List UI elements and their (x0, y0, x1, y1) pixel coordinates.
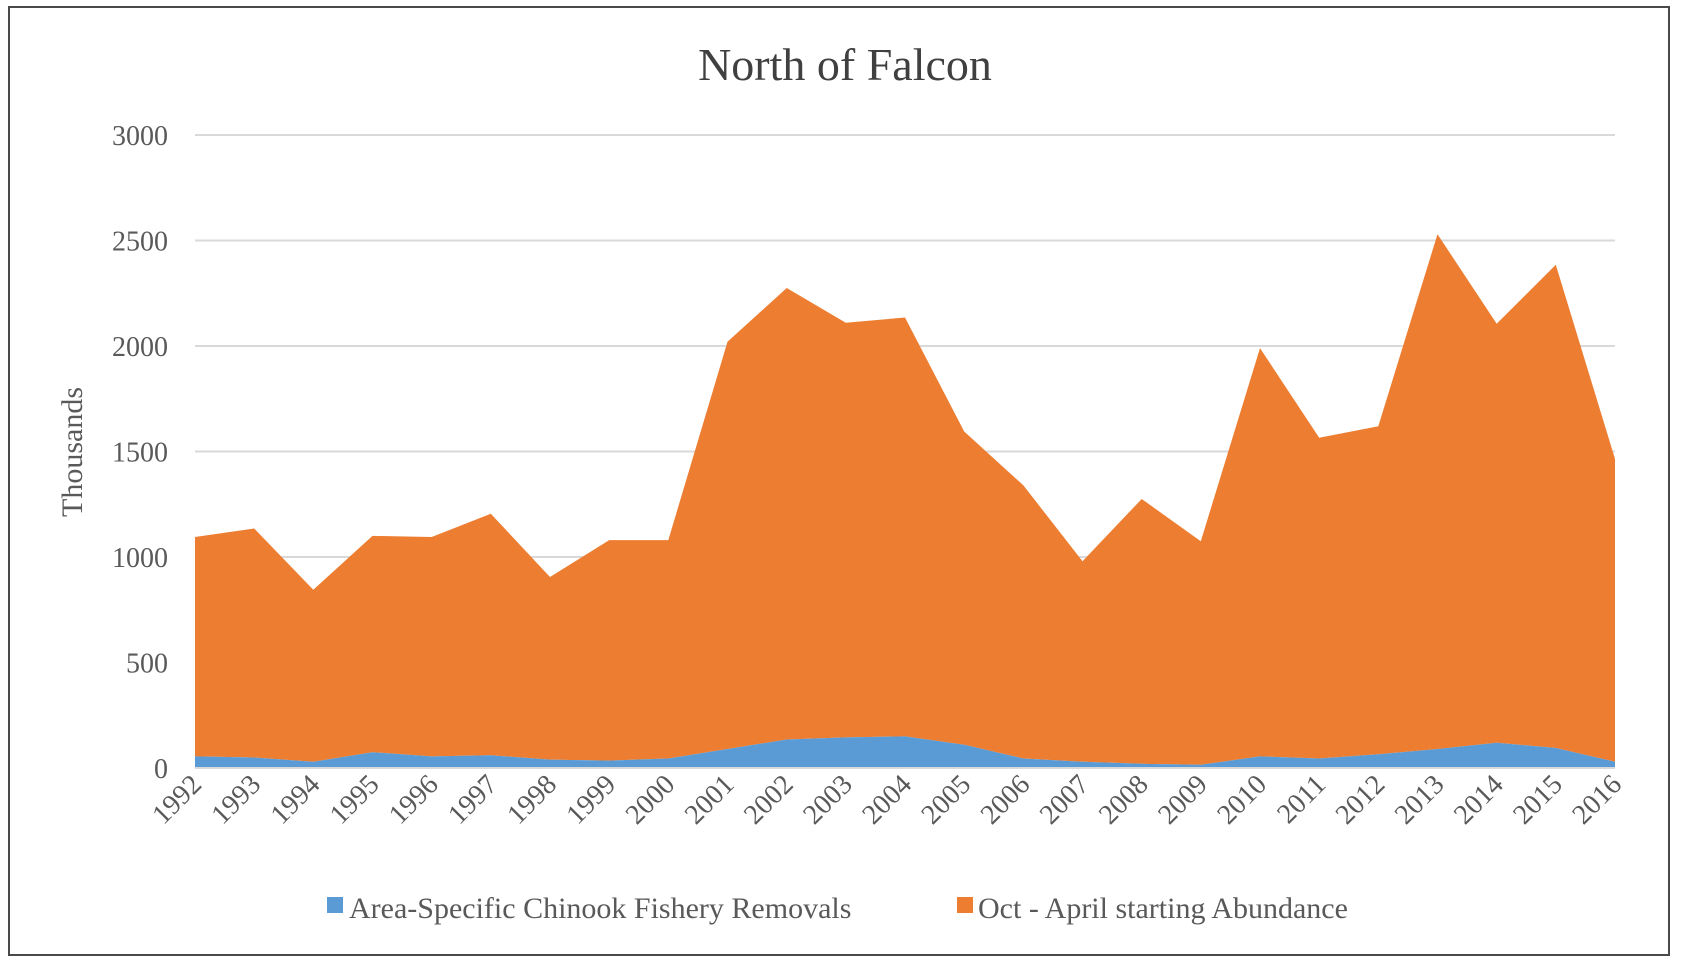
legend-swatch-abundance (957, 897, 973, 913)
x-tick-label: 2014 (1448, 769, 1510, 831)
y-tick-label: 0 (154, 754, 168, 785)
y-tick-label: 500 (126, 649, 168, 680)
y-tick-label: 2500 (112, 227, 168, 258)
x-tick-label: 2015 (1507, 769, 1569, 831)
x-tick-label: 2010 (1211, 769, 1273, 831)
x-tick-label: 2011 (1271, 769, 1332, 830)
y-tick-label: 2000 (112, 332, 168, 363)
x-tick-label: 2013 (1389, 769, 1451, 831)
x-tick-label: 1996 (383, 769, 445, 831)
x-tick-label: 1998 (501, 769, 563, 831)
legend-label-removals: Area-Specific Chinook Fishery Removals (349, 892, 851, 925)
x-tick-label: 2007 (1034, 769, 1096, 831)
legend-label-abundance: Oct - April starting Abundance (978, 892, 1348, 925)
y-axis-label: Thousands (56, 387, 89, 517)
y-tick-label: 1500 (112, 438, 168, 469)
x-tick-labels: 1992199319941995199619971998199920002001… (146, 769, 1628, 831)
legend: Area-Specific Chinook Fishery Removals O… (327, 892, 1348, 925)
legend-swatch-removals (327, 897, 343, 913)
area-removals (195, 736, 1615, 768)
x-tick-label: 2012 (1330, 769, 1392, 831)
x-tick-label: 1995 (324, 769, 386, 831)
x-tick-label: 2008 (1093, 769, 1155, 831)
x-tick-label: 1997 (442, 769, 504, 831)
chart-title: North of Falcon (698, 39, 992, 90)
y-tick-label: 3000 (112, 121, 168, 152)
x-tick-label: 2009 (1152, 769, 1214, 831)
x-tick-label: 2002 (738, 769, 800, 831)
y-tick-labels: 0 500 1000 1500 2000 2500 3000 (112, 121, 168, 785)
area-series-layer (195, 234, 1615, 769)
x-tick-label: 2000 (620, 769, 682, 831)
x-tick-label: 2006 (975, 769, 1037, 831)
x-tick-label: 1999 (561, 769, 623, 831)
y-tick-label: 1000 (112, 543, 168, 574)
area-abundance (195, 234, 1615, 765)
x-tick-label: 2003 (797, 769, 859, 831)
x-tick-label: 2001 (679, 769, 741, 831)
x-tick-label: 2016 (1566, 769, 1628, 831)
x-tick-label: 2004 (856, 769, 918, 831)
x-tick-label: 1994 (265, 769, 327, 831)
x-tick-label: 1993 (206, 769, 268, 831)
x-tick-label: 2005 (916, 769, 978, 831)
